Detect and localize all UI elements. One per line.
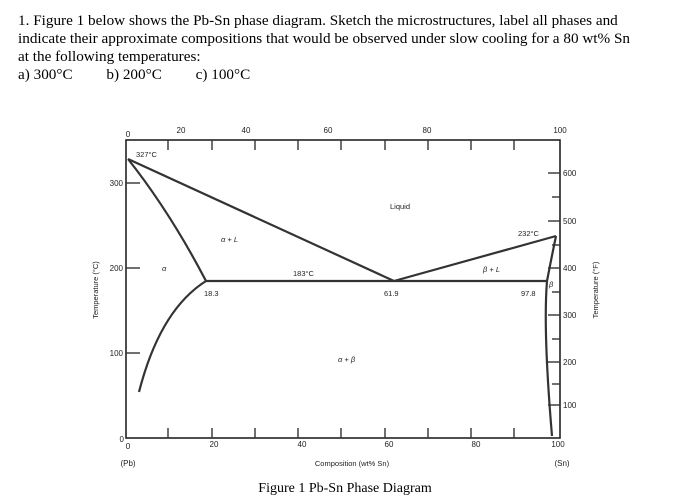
alpha-beta-label: α + β: [338, 355, 356, 364]
top-tick-label: 40: [242, 126, 251, 135]
solvus-beta: [544, 280, 554, 437]
left-tick-labels: 0 100 200 300: [110, 179, 125, 444]
liquidus-left: [127, 158, 395, 282]
part-c: c) 100°C: [195, 66, 251, 83]
top-tick-label: 20: [177, 126, 186, 135]
bottom-tick-label: 80: [472, 440, 481, 449]
bottom-tick-label: 100: [551, 440, 565, 449]
alpha-label: α: [162, 264, 167, 273]
right-tick-label: 300: [563, 311, 577, 320]
left-tick-label: 0: [120, 435, 125, 444]
x-axis-label: Composition (wt% Sn): [315, 459, 390, 468]
bottom-tick-label: 40: [298, 440, 307, 449]
question-text: 1. Figure 1 below shows the Pb-Sn phase …: [18, 12, 683, 66]
left-tick-label: 300: [110, 179, 124, 188]
right-tick-label: 500: [563, 217, 577, 226]
top-tick-labels: 0 20 40 60 80 100: [126, 126, 567, 139]
right-ticks: [548, 172, 560, 406]
bottom-ticks: [167, 428, 515, 438]
bottom-tick-label: 0: [126, 442, 131, 451]
liquid-label: Liquid: [390, 202, 410, 211]
alpha-l-label: α + L: [221, 235, 238, 244]
solidus-beta: [545, 235, 558, 282]
beta-label: β: [548, 280, 554, 289]
plot-frame: [125, 139, 561, 439]
alpha-max-label: 18.3: [204, 289, 219, 298]
right-tick-label: 600: [563, 169, 577, 178]
bottom-tick-label: 60: [385, 440, 394, 449]
beta-l-label: β + L: [482, 265, 500, 274]
sn-melt-label: 232°C: [518, 229, 540, 238]
liquidus-right: [393, 234, 557, 283]
pb-melt-label: 327°C: [136, 150, 158, 159]
figure-caption: Figure 1 Pb-Sn Phase Diagram: [258, 481, 432, 496]
left-tick-label: 100: [110, 349, 124, 358]
bottom-tick-labels: 0 20 40 60 80 100 (Pb) (Sn): [120, 440, 569, 468]
part-a: a) 300°C: [18, 66, 73, 83]
question-parts: a) 300°C b) 200°C c) 100°C: [18, 66, 280, 84]
solidus-alpha: [127, 158, 207, 282]
x-left-end-label: (Pb): [120, 459, 135, 468]
part-b: b) 200°C: [106, 66, 162, 83]
right-tick-labels: 100 200 300 400 500 600: [563, 169, 577, 410]
bottom-tick-label: 20: [210, 440, 219, 449]
beta-max-label: 97.8: [521, 289, 536, 298]
eutectic-temp-label: 183°C: [293, 269, 315, 278]
question-line-1: 1. Figure 1 below shows the Pb-Sn phase …: [18, 12, 618, 29]
solvus-alpha: [137, 280, 207, 393]
question-line-2: indicate their approximate compositions …: [18, 30, 631, 47]
left-ticks: [126, 182, 140, 354]
top-tick-label: 60: [324, 126, 333, 135]
region-labels: 327°C 232°C 183°C 18.3 61.9 97.8 Liquid …: [136, 150, 554, 364]
right-tick-label: 200: [563, 358, 577, 367]
question-line-3: at the following temperatures:: [18, 48, 201, 65]
top-ticks: [167, 140, 515, 150]
phase-boundaries: [127, 158, 558, 437]
right-tick-label: 400: [563, 264, 577, 273]
left-tick-label: 200: [110, 264, 124, 273]
right-tick-label: 100: [563, 401, 577, 410]
y-right-axis-label: Temperature (°F): [591, 261, 600, 318]
y-left-axis-label: Temperature (°C): [91, 261, 100, 319]
top-tick-label: 0: [126, 130, 131, 139]
top-tick-label: 100: [553, 126, 567, 135]
eutectic-comp-label: 61.9: [384, 289, 399, 298]
top-tick-label: 80: [423, 126, 432, 135]
x-right-end-label: (Sn): [554, 459, 569, 468]
